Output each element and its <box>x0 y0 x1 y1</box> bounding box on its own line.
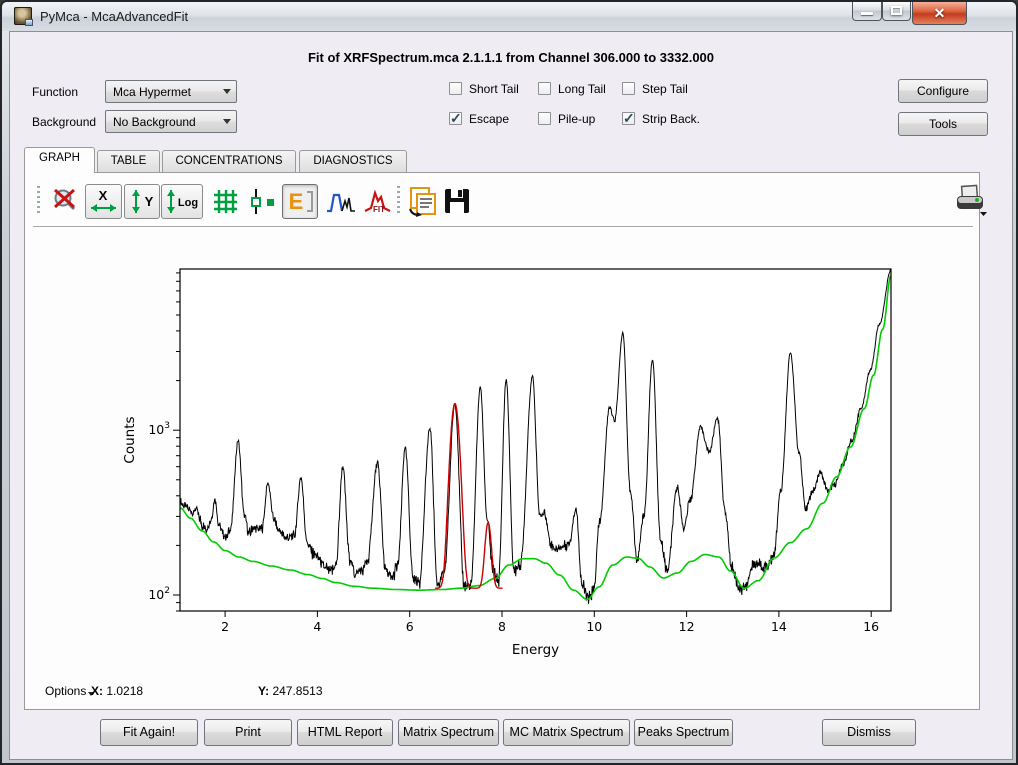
minimize-icon <box>861 12 873 15</box>
close-icon: ✕ <box>933 5 946 21</box>
chevron-down-icon <box>223 119 231 124</box>
graph-tab-panel: X Y Log <box>24 172 987 710</box>
fit-button[interactable]: FIT <box>363 187 393 216</box>
function-combobox[interactable]: Mca Hypermet <box>105 80 237 103</box>
tab-graph[interactable]: GRAPH <box>24 147 95 173</box>
plot-toolbar: X Y Log <box>33 173 987 227</box>
function-label: Function <box>32 85 79 99</box>
svg-text:4: 4 <box>313 619 321 634</box>
window-title: PyMca - McaAdvancedFit <box>40 9 189 24</box>
fit-again-button[interactable]: Fit Again! <box>100 719 198 746</box>
spectrum-plot[interactable]: 2 4 6 8 10 12 14 16 102 103 Energy Counts <box>26 229 980 689</box>
options-arrow-icon <box>88 692 95 696</box>
fit-icon-label: FIT <box>373 205 385 214</box>
checkbox-box <box>538 82 551 95</box>
titlebar[interactable]: PyMca - McaAdvancedFit ✕ <box>2 2 1016 31</box>
tab-diagnostics[interactable]: DIAGNOSTICS <box>299 150 407 173</box>
toolbar-drag-handle[interactable] <box>37 186 40 216</box>
checkbox-box <box>622 82 635 95</box>
svg-text:6: 6 <box>406 619 414 634</box>
y-autoscale-label: Y <box>145 194 154 209</box>
function-value: Mca Hypermet <box>113 85 192 99</box>
log-scale-button[interactable]: Log <box>161 184 203 219</box>
energy-axis-button[interactable]: E <box>282 184 318 219</box>
checkbox-box <box>622 110 635 127</box>
svg-text:14: 14 <box>771 619 787 634</box>
html-report-button[interactable]: HTML Report <box>297 719 393 746</box>
background-value: No Background <box>113 115 196 129</box>
mc-matrix-spectrum-button[interactable]: MC Matrix Spectrum <box>503 719 630 746</box>
tab-table[interactable]: TABLE <box>97 150 160 173</box>
svg-text:Energy: Energy <box>512 642 559 658</box>
dialog-body: Fit of XRFSpectrum.mca 2.1.1.1 from Chan… <box>9 31 1013 760</box>
maximize-icon <box>891 6 902 15</box>
configure-button[interactable]: Configure <box>898 79 988 103</box>
options-menu[interactable]: Options <box>45 684 95 698</box>
cursor-x-readout: X: 1.0218 <box>91 684 144 698</box>
copy-button[interactable] <box>407 185 441 219</box>
checkbox-box <box>449 82 462 95</box>
maximize-button[interactable] <box>882 2 911 21</box>
background-combobox[interactable]: No Background <box>105 110 237 133</box>
save-button[interactable] <box>443 187 472 216</box>
checkbox-box <box>449 110 462 127</box>
svg-text:8: 8 <box>498 619 506 634</box>
y-autoscale-button[interactable]: Y <box>124 184 160 219</box>
marker-mode-button[interactable] <box>248 187 278 216</box>
svg-text:103: 103 <box>148 421 170 437</box>
tools-button[interactable]: Tools <box>898 112 988 136</box>
close-button[interactable]: ✕ <box>912 2 967 25</box>
print-report-button[interactable]: Print <box>204 719 292 746</box>
fit-header-title: Fit of XRFSpectrum.mca 2.1.1.1 from Chan… <box>307 50 715 65</box>
energy-axis-label: E <box>289 189 304 214</box>
dismiss-button[interactable]: Dismiss <box>822 719 916 746</box>
x-autoscale-button[interactable]: X <box>85 184 122 219</box>
svg-text:10: 10 <box>586 619 602 634</box>
minimize-button[interactable] <box>852 2 882 21</box>
cursor-y-readout: Y: 247.8513 <box>258 684 323 698</box>
peaks-button[interactable] <box>325 189 357 215</box>
svg-text:16: 16 <box>863 619 879 634</box>
svg-text:Counts: Counts <box>122 416 138 463</box>
chevron-down-icon <box>223 89 231 94</box>
matrix-spectrum-button[interactable]: Matrix Spectrum <box>398 719 499 746</box>
checkbox-box <box>538 112 551 125</box>
grid-button[interactable] <box>211 187 240 216</box>
peaks-spectrum-button[interactable]: Peaks Spectrum <box>634 719 733 746</box>
zoom-reset-button[interactable] <box>51 186 81 216</box>
print-button[interactable] <box>953 183 989 221</box>
toolbar-drag-handle[interactable] <box>397 186 400 216</box>
x-autoscale-label: X <box>99 188 108 203</box>
pymca-app-icon <box>14 7 33 26</box>
svg-text:2: 2 <box>221 619 229 634</box>
log-scale-label: Log <box>178 197 198 209</box>
tab-concentrations[interactable]: CONCENTRATIONS <box>162 150 296 173</box>
background-label: Background <box>32 115 97 129</box>
svg-text:102: 102 <box>148 586 170 602</box>
svg-text:12: 12 <box>679 619 695 634</box>
